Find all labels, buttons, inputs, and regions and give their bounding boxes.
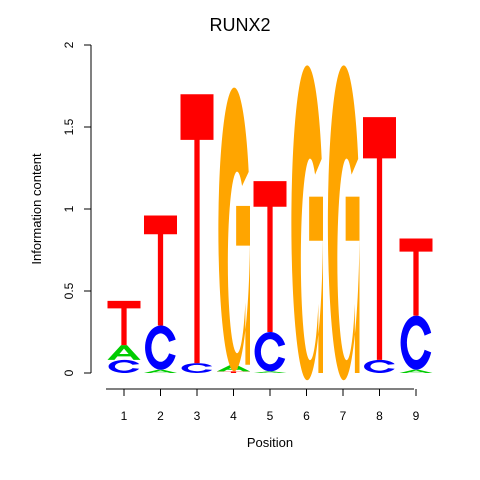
logo-letter-C bbox=[145, 325, 176, 370]
logo-stack-9 bbox=[399, 238, 433, 373]
logo-letter-T bbox=[144, 215, 177, 326]
logo-letter-T bbox=[399, 238, 433, 316]
logo-letter-T bbox=[253, 181, 287, 332]
x-tick-label: 4 bbox=[230, 409, 237, 423]
logo-letter-T bbox=[217, 371, 250, 373]
logo-stack-8 bbox=[363, 117, 396, 373]
x-tick-label: 3 bbox=[194, 409, 201, 423]
logo-letter-G bbox=[327, 65, 360, 381]
logo-stack-1 bbox=[107, 300, 141, 373]
logo-letter-A bbox=[144, 369, 177, 373]
logo-letter-C bbox=[364, 359, 395, 373]
logo-letter-C bbox=[400, 315, 432, 370]
logo-stacks bbox=[107, 65, 433, 381]
y-tick-label: 0.5 bbox=[62, 282, 76, 299]
x-tick-label: 1 bbox=[121, 409, 128, 423]
x-tick-label: 5 bbox=[267, 409, 274, 423]
logo-letter-G bbox=[218, 87, 250, 372]
y-tick-label: 2 bbox=[62, 41, 76, 48]
logo-letter-A bbox=[399, 369, 433, 373]
logo-stack-7 bbox=[327, 65, 360, 381]
x-tick-label: 6 bbox=[303, 409, 310, 423]
x-tick-label: 8 bbox=[376, 409, 383, 423]
y-tick-label: 0 bbox=[62, 369, 76, 376]
logo-letter-C bbox=[181, 363, 213, 373]
logo-stack-4 bbox=[217, 87, 250, 373]
logo-letter-A bbox=[253, 371, 287, 373]
x-axis: 1 2 3 4 5 6 7 8 9 bbox=[106, 388, 420, 423]
logo-letter-T bbox=[363, 117, 396, 360]
logo-stack-3 bbox=[180, 94, 214, 373]
logo-stack-5 bbox=[253, 181, 287, 373]
y-axis-label: Information content bbox=[29, 153, 44, 265]
logo-letter-C bbox=[108, 359, 140, 373]
y-tick-label: 1 bbox=[62, 205, 76, 212]
y-axis: 0 0.5 1 1.5 2 bbox=[62, 41, 92, 376]
logo-letter-G bbox=[291, 65, 323, 381]
logo-letter-A bbox=[107, 345, 141, 360]
chart-title: RUNX2 bbox=[209, 15, 270, 35]
logo-stack-6 bbox=[291, 65, 323, 381]
logo-letter-T bbox=[180, 94, 214, 364]
logo-letter-T bbox=[107, 300, 141, 346]
x-tick-label: 9 bbox=[413, 409, 420, 423]
logo-letter-C bbox=[254, 332, 286, 372]
x-tick-label: 7 bbox=[340, 409, 347, 423]
x-tick-label: 2 bbox=[157, 409, 164, 423]
y-tick-label: 1.5 bbox=[62, 118, 76, 135]
logo-letter-A bbox=[217, 364, 250, 372]
x-axis-label: Position bbox=[247, 435, 293, 450]
logo-stack-2 bbox=[144, 215, 177, 373]
